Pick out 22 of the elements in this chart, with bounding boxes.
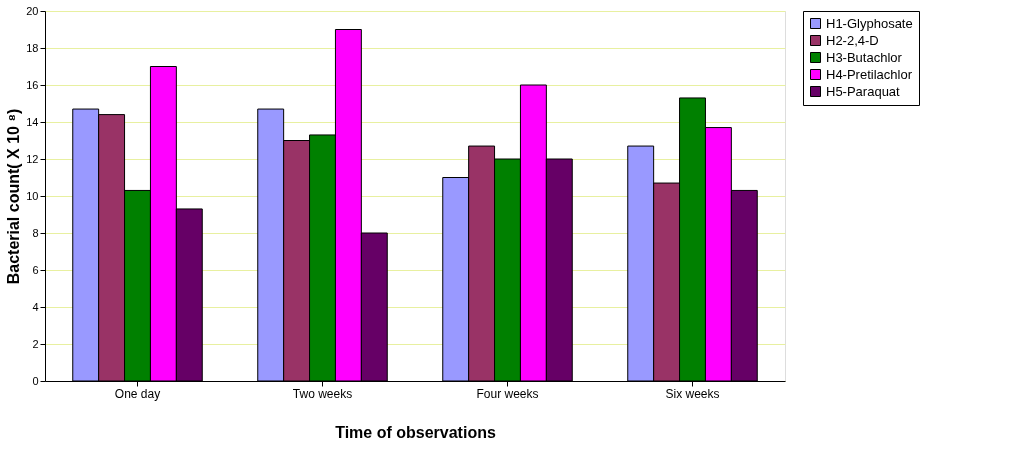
x-tick-label: Six weeks xyxy=(665,386,720,401)
y-tick-label: 2 xyxy=(32,337,39,350)
y-tick-label: 8 xyxy=(32,226,39,239)
y-tick-label: 20 xyxy=(26,4,39,17)
legend-label: H3-Butachlor xyxy=(826,49,903,65)
y-tick-label: 4 xyxy=(32,300,39,313)
y-tick-label: 6 xyxy=(32,263,39,276)
legend-label: H5-Paraquat xyxy=(826,83,901,99)
legend-label: H2-2,4-D xyxy=(826,32,879,48)
legend-label: H4-Pretilachlor xyxy=(826,66,913,82)
legend-label: H1-Glyphosate xyxy=(826,15,913,31)
y-tick-label: 16 xyxy=(26,78,39,91)
y-tick-label: 10 xyxy=(26,189,39,202)
y-tick-label: 14 xyxy=(26,115,39,128)
x-tick-label: Two weeks xyxy=(292,386,353,401)
x-tick-label: Four weeks xyxy=(476,386,539,401)
x-tick-label: One day xyxy=(114,386,161,401)
x-axis-title: Time of observations xyxy=(335,423,496,441)
y-tick-label: 0 xyxy=(32,374,39,387)
y-tick-label: 12 xyxy=(26,152,39,165)
y-tick-label: 18 xyxy=(26,41,39,54)
y-axis-title: Bacterial count( X 10 ⁸) xyxy=(5,108,23,285)
